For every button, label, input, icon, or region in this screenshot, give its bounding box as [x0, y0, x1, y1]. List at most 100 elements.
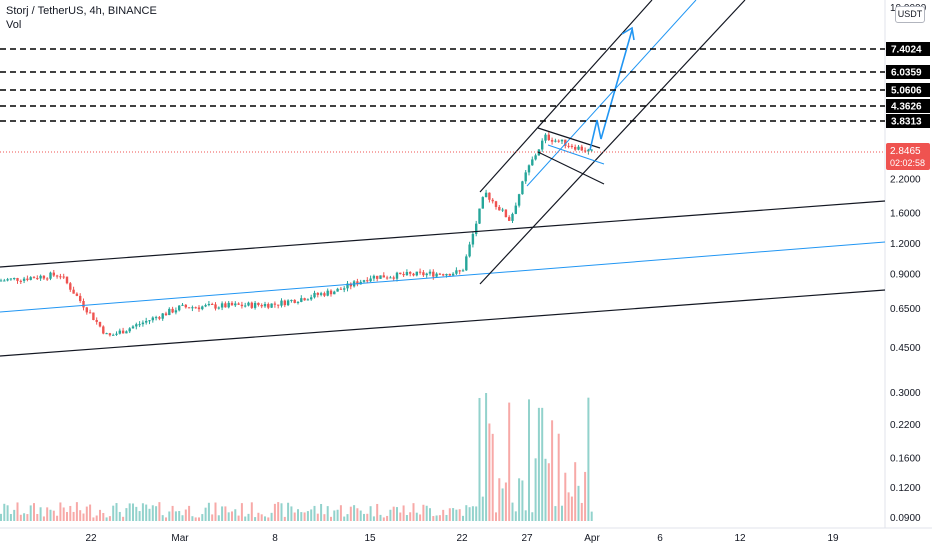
candle-body: [79, 295, 82, 302]
candle-body: [108, 333, 112, 336]
rising-channel-mid: [526, 0, 697, 187]
volume-bar: [254, 517, 257, 521]
current-price-bg: [886, 143, 930, 170]
volume-bar: [224, 506, 227, 521]
candle-body: [346, 283, 349, 289]
volume-bar: [452, 508, 455, 521]
candle-body: [128, 328, 131, 332]
volume-bar: [85, 506, 88, 521]
volume-bar: [277, 502, 280, 521]
volume-bar: [240, 503, 243, 521]
volume-bar: [155, 506, 158, 521]
volume-bar: [402, 505, 405, 521]
volume-bar: [491, 433, 494, 521]
volume-bar: [306, 511, 309, 521]
candle-body: [435, 273, 438, 277]
countdown-value: 02:02:58: [890, 158, 925, 168]
candle-body: [471, 233, 475, 245]
volume-bar: [138, 511, 141, 521]
candle-body: [343, 288, 346, 290]
candle-body: [336, 288, 339, 292]
candle-body: [13, 278, 16, 280]
candle-body: [171, 308, 174, 313]
volume-bar: [118, 511, 121, 521]
volume-bar: [320, 504, 323, 521]
candle-body: [181, 304, 184, 306]
volume-bar: [412, 503, 415, 521]
time-tick-label: 12: [734, 533, 746, 544]
candle-body: [524, 172, 527, 182]
candle-body: [316, 292, 319, 295]
volume-bar: [194, 517, 197, 521]
candle-body: [376, 275, 379, 279]
volume-bar: [415, 512, 418, 521]
rising-channel-upper: [479, 0, 653, 193]
resistance-label-bg: [886, 99, 930, 113]
projection-arrowhead: [621, 26, 635, 41]
volume-bar: [105, 517, 108, 521]
volume-bar: [547, 463, 550, 521]
candle-body: [217, 307, 220, 309]
price-axis[interactable]: 10.00002.20001.60001.20000.90000.65000.4…: [886, 3, 930, 524]
volume-bar: [478, 397, 481, 521]
candle-body: [102, 326, 105, 334]
currency-badge[interactable]: USDT: [895, 6, 925, 23]
resistance-label: 4.3626: [886, 99, 930, 113]
candle-body: [125, 331, 128, 334]
candle-body: [310, 297, 313, 300]
volume-bar: [379, 514, 382, 521]
candle-body: [52, 272, 55, 276]
candle-body: [488, 192, 491, 200]
volume-bar: [95, 515, 98, 521]
candle-body: [296, 301, 300, 303]
candle-body: [501, 209, 504, 211]
current-price-value: 2.8465: [890, 146, 921, 157]
resistance-label-bg: [886, 83, 930, 97]
candle-body: [508, 217, 511, 221]
candle-body: [521, 181, 524, 195]
price-tick-label: 0.4500: [890, 343, 921, 354]
volume-bar: [102, 512, 105, 521]
candle-body: [29, 277, 32, 280]
volume-bar: [79, 510, 82, 521]
candle-body: [138, 324, 141, 326]
volume-bar: [3, 503, 6, 521]
candle-body: [458, 270, 461, 272]
candle-body: [9, 278, 13, 280]
candle-body: [455, 270, 458, 274]
symbol-title[interactable]: Storj / TetherUS, 4h, BINANCE: [6, 5, 157, 17]
candle-body: [211, 303, 214, 305]
candle-body: [164, 313, 168, 316]
volume-bar: [69, 505, 72, 521]
volume-bar: [13, 509, 16, 521]
candle-body: [145, 320, 148, 323]
time-tick-label: 6: [657, 533, 663, 544]
chart-legend: Storj / TetherUS, 4h, BINANCE Vol: [6, 4, 157, 32]
candle-body: [498, 206, 501, 211]
candle-body: [98, 321, 102, 327]
candle-body: [356, 281, 359, 285]
candle-body: [95, 320, 98, 322]
volume-bar: [161, 515, 164, 521]
candle-body: [46, 278, 49, 280]
resistance-value: 3.8313: [891, 117, 922, 128]
candle-body: [36, 278, 39, 280]
candle-body: [514, 205, 517, 214]
channel-upper-line: [0, 200, 886, 268]
volume-bar: [465, 505, 468, 521]
flag-upper: [537, 127, 601, 149]
volume-bar: [62, 507, 65, 521]
candle-body: [395, 272, 399, 279]
time-axis[interactable]: 22 Mar 8 15 22 27 Apr 6 12 19: [85, 533, 839, 544]
candle-body: [468, 244, 471, 257]
candle-body: [121, 330, 125, 334]
volume-bar: [273, 503, 276, 521]
volume-bar: [283, 516, 286, 521]
candle-body: [402, 274, 405, 276]
volume-indicator-label[interactable]: Vol: [6, 19, 22, 31]
candle-body: [197, 307, 201, 310]
volume-bar: [231, 511, 233, 521]
candle-body: [42, 275, 46, 279]
volume-bar: [528, 399, 530, 521]
